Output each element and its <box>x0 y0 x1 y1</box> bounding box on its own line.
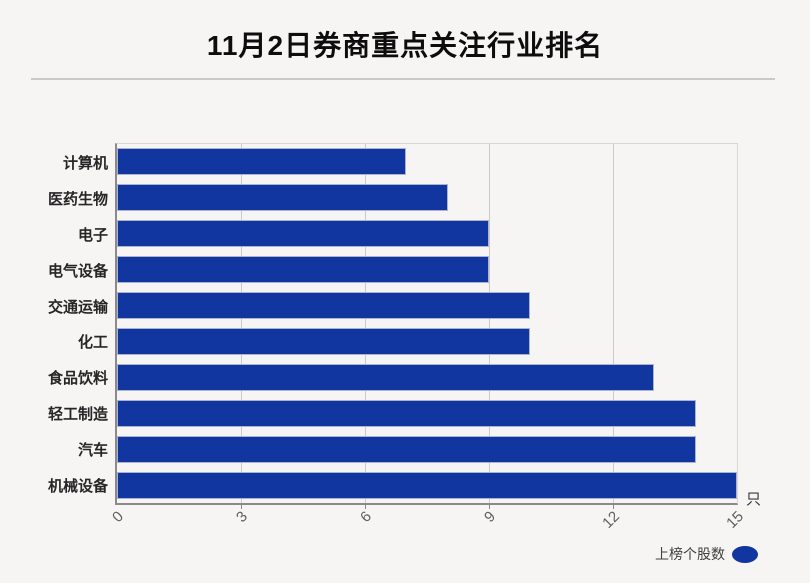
bar-汽车 <box>117 436 696 463</box>
tickmark-x-6 <box>365 505 366 509</box>
bar-电子 <box>117 220 489 247</box>
tickmark-x-3 <box>241 505 242 509</box>
x-tick-label-12: 12 <box>599 508 624 532</box>
bar-计算机 <box>117 148 406 175</box>
gridline-x-3 <box>241 144 242 503</box>
bar-医药生物 <box>117 184 448 211</box>
x-tick-label-3: 3 <box>233 508 252 526</box>
category-label-轻工制造: 轻工制造 <box>47 406 108 423</box>
bar-交通运输 <box>117 292 530 319</box>
bar-食品饮料 <box>117 364 654 391</box>
legend-label: 上榜个股数 <box>655 546 725 562</box>
title-divider <box>31 78 775 80</box>
bar-化工 <box>117 328 530 355</box>
category-label-电子: 电子 <box>77 227 108 244</box>
tickmark-x-12 <box>613 505 614 509</box>
category-label-机械设备: 机械设备 <box>47 478 108 495</box>
tickmark-x-9 <box>489 505 490 509</box>
x-tick-label-15: 15 <box>723 508 748 532</box>
category-label-食品饮料: 食品饮料 <box>47 370 108 387</box>
category-label-交通运输: 交通运输 <box>47 299 108 316</box>
legend-marker-ellipse <box>732 545 758 563</box>
x-tick-label-6: 6 <box>357 508 376 526</box>
x-tick-label-0: 0 <box>109 508 128 526</box>
category-label-计算机: 计算机 <box>62 155 108 172</box>
axis-unit-label: 只 <box>746 491 762 508</box>
plot-area <box>115 143 738 509</box>
legend: 上榜个股数 <box>655 544 758 564</box>
gridline-x-12 <box>613 144 614 503</box>
chart-title: 11月2日券商重点关注行业排名 <box>206 30 604 61</box>
x-tick-label-9: 9 <box>481 508 500 526</box>
bar-机械设备 <box>117 472 737 499</box>
gridline-x-9 <box>489 144 490 503</box>
category-label-化工: 化工 <box>77 334 108 351</box>
category-label-汽车: 汽车 <box>77 442 108 459</box>
gridline-x-6 <box>365 144 366 503</box>
category-label-医药生物: 医药生物 <box>47 191 108 208</box>
bar-轻工制造 <box>117 400 696 427</box>
bar-电气设备 <box>117 256 489 283</box>
category-label-电气设备: 电气设备 <box>47 263 108 280</box>
